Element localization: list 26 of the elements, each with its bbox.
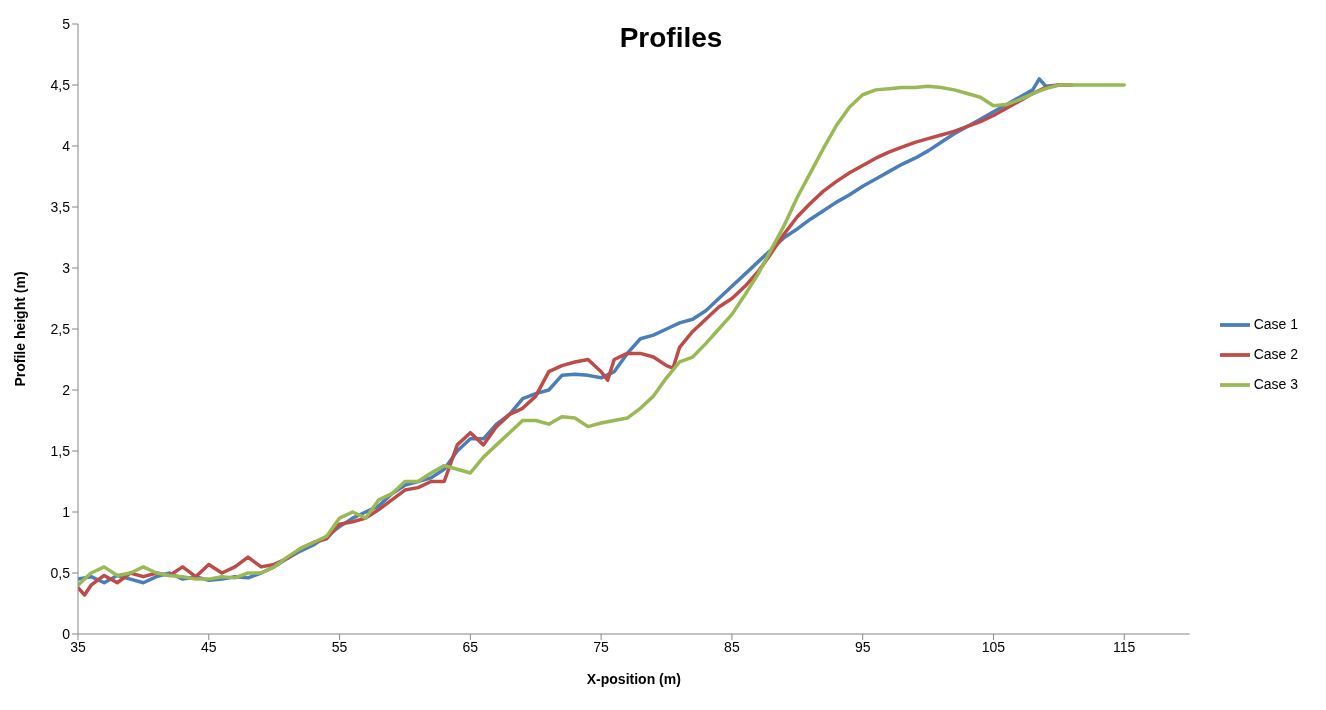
y-tick-label: 3 bbox=[62, 259, 71, 276]
x-tick-label: 55 bbox=[331, 638, 348, 655]
x-tick-label: 105 bbox=[981, 638, 1006, 655]
y-tick-label: 2,5 bbox=[50, 320, 71, 337]
x-tick-label: 35 bbox=[70, 638, 86, 655]
y-tick-label: 0 bbox=[62, 625, 71, 642]
x-tick-label: 95 bbox=[854, 638, 871, 655]
y-axis-title: Profile height (m) bbox=[11, 271, 28, 387]
legend-label: Case 2 bbox=[1253, 345, 1298, 362]
legend-label: Case 3 bbox=[1253, 375, 1298, 392]
y-tick-label: 1 bbox=[62, 503, 71, 520]
x-tick-label: 75 bbox=[593, 638, 610, 655]
chart-title: Profiles bbox=[619, 22, 723, 53]
y-tick-label: 2 bbox=[62, 381, 71, 398]
x-axis-title: X-position (m) bbox=[586, 671, 681, 687]
y-tick-label: 3,5 bbox=[50, 198, 71, 215]
y-tick-label: 0,5 bbox=[50, 564, 71, 581]
x-tick-label: 45 bbox=[200, 638, 217, 655]
legend-label: Case 1 bbox=[1253, 315, 1298, 332]
y-tick-label: 1,5 bbox=[50, 442, 71, 459]
y-tick-label: 5 bbox=[62, 15, 71, 32]
y-tick-label: 4,5 bbox=[50, 76, 71, 93]
x-tick-label: 85 bbox=[724, 638, 740, 655]
x-tick-label: 65 bbox=[462, 638, 479, 655]
y-tick-label: 4 bbox=[62, 137, 71, 154]
x-tick-label: 115 bbox=[1113, 638, 1136, 655]
